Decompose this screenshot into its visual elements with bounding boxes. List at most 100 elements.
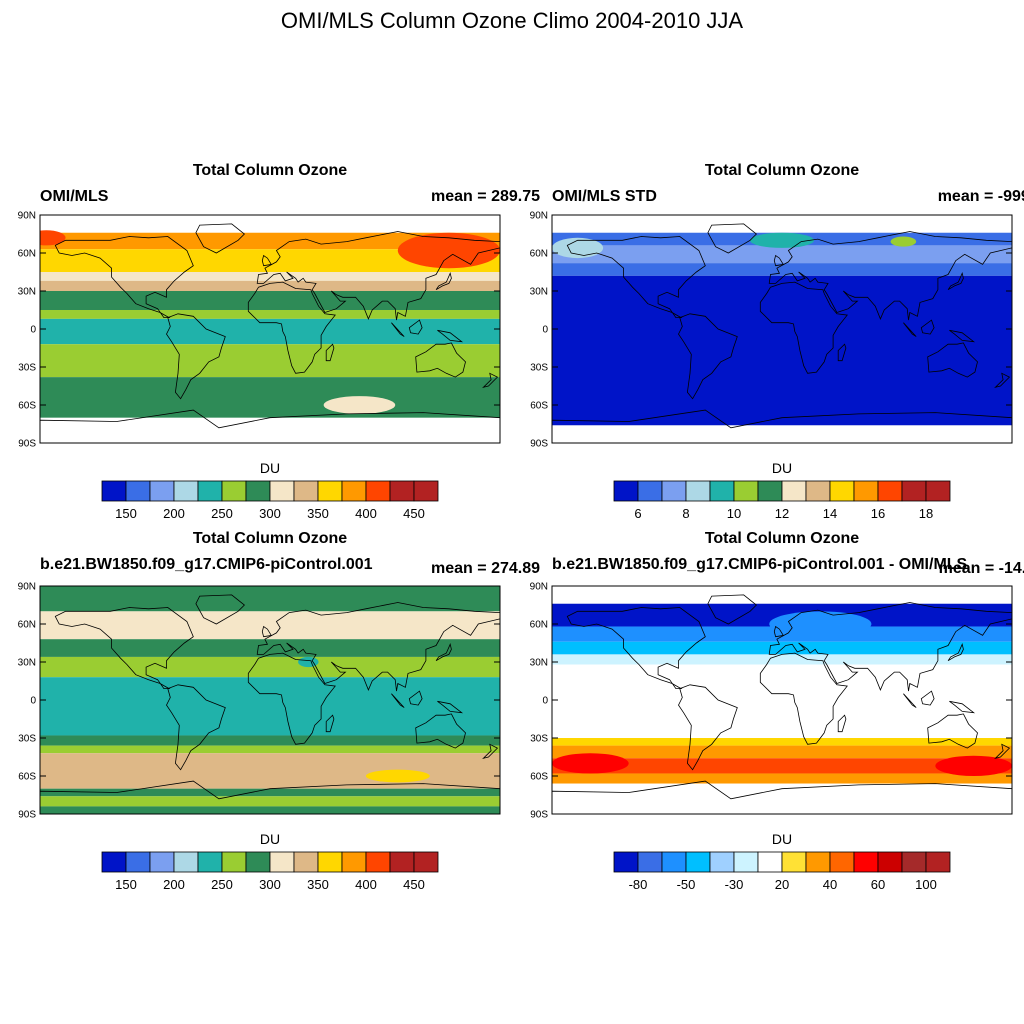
colorbar-swatch — [661, 851, 687, 873]
colorbar-label: 450 — [403, 506, 425, 521]
colorbar-label: 400 — [355, 877, 377, 892]
colorbar-swatch — [685, 480, 711, 502]
colorbar-swatch — [221, 851, 247, 873]
ozone-band — [552, 603, 1012, 627]
ozone-band — [552, 738, 1012, 746]
coastline — [903, 322, 917, 337]
ozone-band — [40, 280, 500, 291]
colorbar-label: 14 — [823, 506, 837, 521]
coastline — [415, 342, 466, 378]
colorbar-swatch — [389, 480, 415, 502]
ozone-band — [40, 272, 500, 281]
coastline — [773, 254, 784, 267]
ozone-band — [552, 275, 1012, 426]
coastline — [325, 714, 335, 733]
lat-label: 60N — [18, 249, 36, 260]
colorbar-swatch — [709, 851, 735, 873]
lat-label: 60S — [18, 401, 36, 412]
ozone-band — [552, 745, 1012, 759]
coastline — [261, 625, 272, 638]
colorbar-swatch — [901, 851, 927, 873]
colorbar-swatch — [125, 851, 151, 873]
colorbar-label: 8 — [682, 506, 689, 521]
colorbar-label: 350 — [307, 506, 329, 521]
coastline — [325, 343, 335, 362]
coastline — [437, 700, 464, 714]
colorbar-label: 18 — [919, 506, 933, 521]
coastline — [40, 780, 500, 814]
ozone-band — [40, 745, 500, 754]
lat-label: 60N — [530, 620, 548, 631]
ozone-band — [552, 758, 1012, 774]
coastline — [195, 223, 245, 254]
colorbar-swatch — [685, 851, 711, 873]
coastline — [759, 652, 848, 745]
coastline — [773, 625, 784, 638]
ozone-band — [40, 656, 500, 678]
lat-label: 60N — [18, 620, 36, 631]
coastline — [707, 223, 757, 254]
colorbar-swatch — [709, 480, 735, 502]
colorbar-swatch — [877, 480, 903, 502]
coastline — [166, 313, 226, 400]
colorbar-swatch — [877, 851, 903, 873]
panel-title: Total Column Ozone — [704, 162, 860, 179]
coastline — [247, 652, 336, 745]
coastline — [391, 322, 405, 337]
coastline — [949, 329, 976, 343]
ozone-band — [552, 664, 1012, 738]
mean-label: mean = 274.89 — [431, 560, 540, 577]
colorbar-swatch — [805, 480, 831, 502]
colorbar-swatch — [733, 851, 759, 873]
ozone-band — [40, 310, 500, 319]
coastline — [920, 319, 935, 335]
ozone-feature — [40, 230, 66, 246]
coastline — [408, 319, 423, 335]
coastline — [552, 780, 1012, 814]
colorbar-swatch — [269, 480, 295, 502]
panel-omi-mls-std: Total Column Ozone OMI/MLS STD mean = -9… — [552, 162, 1024, 532]
ozone-band — [40, 639, 500, 657]
coastline — [482, 372, 499, 389]
coastline — [837, 343, 847, 362]
coastline — [166, 684, 226, 771]
coastline — [437, 329, 464, 343]
ozone-feature — [323, 396, 396, 414]
lat-label: 0 — [542, 696, 548, 707]
colorbar-swatch — [341, 480, 367, 502]
coastline — [415, 713, 466, 749]
ozone-feature — [935, 755, 1012, 776]
colorbar-label: 450 — [403, 877, 425, 892]
colorbar-label: 150 — [115, 877, 137, 892]
ozone-feature — [769, 611, 872, 637]
colorbar-swatch — [925, 851, 951, 873]
lat-label: 30S — [530, 363, 548, 374]
colorbar-swatch — [757, 851, 783, 873]
panel-title: Total Column Ozone — [192, 162, 348, 179]
figure-title: OMI/MLS Column Ozone Climo 2004-2010 JJA — [280, 8, 744, 33]
lat-label: 90S — [18, 810, 36, 821]
colorbar-label: 350 — [307, 877, 329, 892]
colorbar-swatch — [853, 851, 879, 873]
colorbar-label: 200 — [163, 506, 185, 521]
colorbar-swatch — [101, 851, 127, 873]
panel-difference: Total Column Ozone b.e21.BW1850.f09_g17.… — [552, 530, 1024, 900]
ozone-field — [40, 586, 500, 814]
colorbar-label: 400 — [355, 506, 377, 521]
left-label: b.e21.BW1850.f09_g17.CMIP6-piControl.001 — [40, 556, 373, 573]
colorbar-swatch — [829, 480, 855, 502]
colorbar-swatch — [613, 851, 639, 873]
ozone-band — [40, 788, 500, 797]
colorbar-swatch — [781, 480, 807, 502]
ozone-band — [552, 626, 1012, 642]
ozone-band — [40, 377, 500, 418]
colorbar-label: 40 — [823, 877, 837, 892]
coastline — [408, 690, 423, 706]
coastline — [54, 236, 194, 319]
colorbar-label: -50 — [677, 877, 696, 892]
ozone-feature — [552, 237, 604, 259]
panel-omi-mls: Total Column Ozone OMI/MLS mean = 289.75 — [40, 162, 540, 532]
coastline — [566, 607, 706, 689]
lat-label: 90N — [530, 582, 548, 593]
